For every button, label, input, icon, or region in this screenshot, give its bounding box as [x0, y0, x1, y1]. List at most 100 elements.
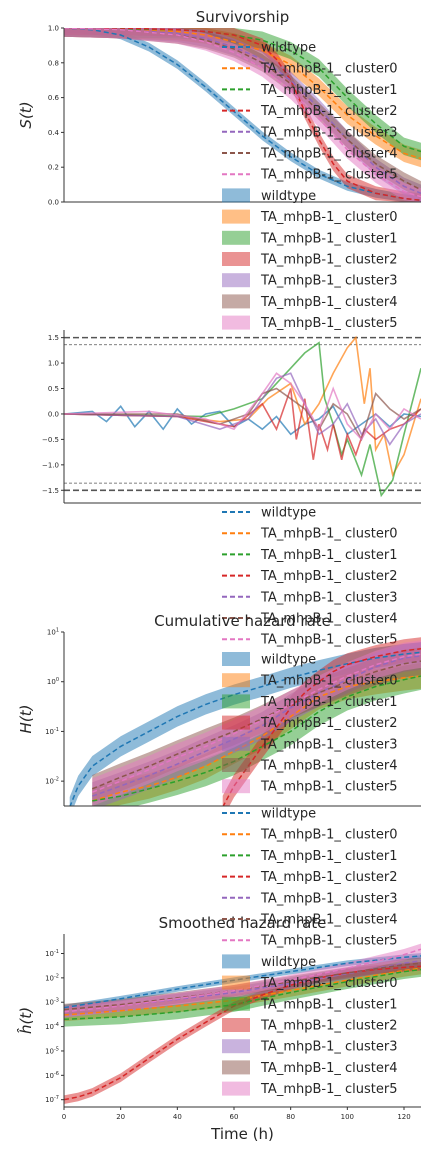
- legend-3: wildtype TA_mhpB-1_ cluster0 TA_mhpB-1_ cl…: [222, 652, 397, 795]
- y-tick-label: 0.6: [48, 94, 60, 102]
- legend-item: wildtype: [222, 188, 316, 204]
- y-tick-label: 10-1: [45, 949, 59, 958]
- legend-swatch-patch: [222, 954, 250, 969]
- x-tick-label: 40: [173, 1113, 182, 1121]
- legend-label: TA_mhpB-1_ cluster0: [260, 527, 397, 542]
- tick-base: 10: [45, 778, 54, 786]
- legend-item: TA_mhpB-1_ cluster5: [222, 633, 397, 648]
- legend-item: TA_mhpB-1_ cluster3: [222, 1039, 397, 1055]
- tick-base: 10: [45, 1023, 54, 1031]
- legend-item: TA_mhpB-1_ cluster0: [222, 209, 397, 225]
- tick-exponent: -4: [54, 1022, 59, 1028]
- confidence-band-cluster2: [64, 961, 421, 1104]
- legend-swatch-patch: [222, 694, 250, 709]
- confidence-band-cluster2: [64, 28, 421, 202]
- legend-label: TA_mhpB-1_ cluster4: [260, 759, 397, 774]
- confidence-band-cluster1: [64, 28, 421, 161]
- legend-label: TA_mhpB-1_ cluster1: [260, 849, 397, 864]
- tick-base: 10: [45, 1096, 54, 1104]
- legend-4: wildtype TA_mhpB-1_ cluster0 TA_mhpB-1_ cl…: [222, 807, 397, 1097]
- series-line-cluster3: [64, 28, 421, 194]
- legend-item: TA_mhpB-1_ cluster2: [222, 870, 397, 885]
- legend-label: TA_mhpB-1_ cluster4: [260, 295, 397, 310]
- x-tick-label: 100: [341, 1113, 354, 1121]
- legend-swatch-patch: [222, 673, 250, 688]
- legend-item: TA_mhpB-1_ cluster3: [222, 273, 397, 289]
- legend-label: TA_mhpB-1_ cluster0: [260, 828, 397, 843]
- confidence-band-wildtype: [64, 28, 421, 202]
- tick-base: 10: [45, 1047, 54, 1055]
- legend-swatch-patch: [222, 758, 250, 772]
- tick-exponent: 1: [56, 628, 59, 634]
- legend-item: wildtype: [222, 506, 316, 521]
- tick-base: 10: [45, 974, 54, 982]
- y-tick-label: 0.0: [48, 410, 59, 418]
- legend-swatch-patch: [222, 1060, 250, 1075]
- legend-swatch-patch: [222, 652, 250, 666]
- legend-swatch-patch: [222, 975, 250, 990]
- legend-swatch-patch: [222, 736, 250, 751]
- series-line-cluster2: [64, 388, 421, 460]
- legend-2: wildtype TA_mhpB-1_ cluster0 TA_mhpB-1_ cl…: [222, 506, 397, 648]
- legend-label: TA_mhpB-1_ cluster1: [260, 997, 397, 1012]
- legend-item: TA_mhpB-1_ cluster5: [222, 1081, 397, 1097]
- chart-title: Smoothed hazard rate: [159, 914, 327, 932]
- legend-label: TA_mhpB-1_ cluster2: [260, 870, 397, 885]
- legend-label: wildtype: [261, 41, 316, 56]
- y-tick-label: 100: [47, 677, 59, 686]
- legend-item: TA_mhpB-1_ cluster1: [222, 548, 397, 563]
- series-line-wildtype: [64, 955, 421, 1009]
- tick-exponent: -1: [54, 727, 59, 733]
- y-axis-label: S(t): [17, 101, 35, 128]
- legend-item: TA_mhpB-1_ cluster4: [222, 1060, 397, 1076]
- legend-item: TA_mhpB-1_ cluster2: [222, 569, 397, 584]
- legend-item: TA_mhpB-1_ cluster4: [222, 913, 397, 928]
- legend-label: TA_mhpB-1_ cluster2: [260, 569, 397, 584]
- tick-base: 10: [45, 999, 54, 1007]
- y-axis-label: ĥ(t): [16, 1007, 35, 1034]
- tick-exponent: -2: [54, 973, 59, 979]
- legend-label: TA_mhpB-1_ cluster4: [260, 612, 397, 627]
- series-line-cluster4: [64, 387, 421, 442]
- series-line-cluster0: [92, 675, 421, 802]
- series-line-cluster5: [64, 948, 421, 1013]
- legend-item: TA_mhpB-1_ cluster3: [222, 590, 397, 605]
- panel-1: 0.0 0.2 0.4 0.6 0.8 1.0 Survivorship S(t): [17, 8, 421, 207]
- legend-swatch-patch: [222, 209, 250, 224]
- series-line-wildtype: [64, 28, 421, 202]
- legend-label: TA_mhpB-1_ cluster3: [260, 125, 397, 140]
- legend-item: TA_mhpB-1_ cluster5: [222, 168, 397, 183]
- legend-item: TA_mhpB-1_ cluster4: [222, 147, 397, 162]
- legend-label: wildtype: [261, 653, 316, 668]
- y-tick-label: 10-1: [45, 727, 59, 736]
- legend-label: TA_mhpB-1_ cluster1: [260, 695, 397, 710]
- legend-item: wildtype: [222, 807, 316, 822]
- tick-base: 10: [45, 1072, 54, 1080]
- legend-label: TA_mhpB-1_ cluster3: [260, 274, 397, 289]
- y-tick-label: 1.0: [48, 360, 59, 368]
- legend-label: TA_mhpB-1_ cluster4: [260, 1061, 397, 1076]
- legend-label: TA_mhpB-1_ cluster5: [260, 168, 397, 183]
- legend-label: TA_mhpB-1_ cluster2: [260, 253, 397, 268]
- legend-item: TA_mhpB-1_ cluster2: [222, 715, 397, 731]
- series-line-cluster1: [64, 28, 421, 153]
- legend-label: TA_mhpB-1_ cluster5: [260, 934, 397, 949]
- y-tick-label: −1.5: [42, 487, 59, 495]
- legend-label: TA_mhpB-1_ cluster5: [260, 1082, 397, 1097]
- legend-label: TA_mhpB-1_ cluster5: [260, 633, 397, 648]
- series-line-cluster0: [64, 967, 421, 1016]
- confidence-band-cluster5: [64, 28, 421, 202]
- legend-item: TA_mhpB-1_ cluster0: [222, 975, 397, 991]
- y-axis-label: H(t): [17, 705, 35, 734]
- series-line-cluster4: [64, 962, 421, 1011]
- series-line-cluster4: [92, 660, 421, 790]
- y-tick-label: 0.4: [48, 129, 60, 137]
- legend-item: TA_mhpB-1_ cluster4: [222, 294, 397, 310]
- legend-swatch-patch: [222, 294, 250, 309]
- legend-label: wildtype: [261, 506, 316, 521]
- legend-swatch-patch: [222, 779, 250, 794]
- y-tick-label: 10-6: [45, 1071, 59, 1080]
- x-tick-label: 120: [397, 1113, 410, 1121]
- legend-label: TA_mhpB-1_ cluster1: [260, 548, 397, 563]
- y-tick-label: 10-5: [45, 1046, 59, 1055]
